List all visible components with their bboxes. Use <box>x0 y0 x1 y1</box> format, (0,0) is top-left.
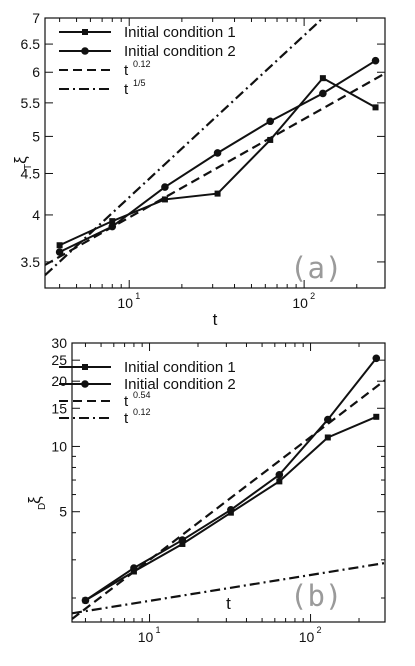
legend-label: t <box>124 410 129 427</box>
data-point-circle <box>213 149 222 157</box>
y-tick-label: 10 <box>51 438 67 454</box>
legend-label-exponent: 1/5 <box>133 78 146 88</box>
data-point-circle <box>319 89 327 98</box>
x-tick-label-exponent: 1 <box>135 291 140 301</box>
x-axis-label: t <box>226 594 231 613</box>
data-point-circle <box>372 354 381 363</box>
data-point-square <box>372 104 379 111</box>
data-point-square <box>324 434 331 441</box>
data-point-circle <box>81 596 90 605</box>
y-axis-label-subscript: D <box>37 503 48 510</box>
data-point-circle <box>227 506 235 514</box>
legend-marker-square <box>82 29 88 35</box>
y-tick-label: 6.5 <box>21 36 41 52</box>
data-point-circle <box>130 564 138 572</box>
y-tick-label: 7 <box>32 10 40 26</box>
legend-label: Initial condition 1 <box>124 24 236 41</box>
legend-marker-circle <box>81 380 89 388</box>
series-line-3 <box>45 72 385 266</box>
data-point-square <box>179 540 186 547</box>
x-tick-label-exponent: 2 <box>317 625 322 635</box>
x-tick-label: 10 <box>117 295 133 311</box>
data-point-circle <box>266 117 275 126</box>
data-point-square <box>109 218 116 225</box>
x-tick-label: 10 <box>138 629 154 645</box>
plot-area <box>45 18 385 277</box>
x-axis-label: t <box>213 310 218 329</box>
plot-frame <box>44 17 386 289</box>
legend-marker-circle <box>81 47 89 55</box>
data-point-circle <box>161 183 169 191</box>
x-tick-label: 10 <box>292 295 308 311</box>
y-tick-label: 5 <box>32 128 40 144</box>
y-tick-label: 5.5 <box>21 95 41 111</box>
legend-label: Initial condition 2 <box>124 43 236 60</box>
legend-label-exponent: 0.54 <box>133 390 151 400</box>
legend-label: Initial condition 2 <box>124 376 236 393</box>
x-tick-label: 10 <box>299 629 315 645</box>
legend-label: Initial condition 1 <box>124 359 236 376</box>
legend-label-exponent: 0.12 <box>133 407 151 417</box>
y-tick-label: 30 <box>51 335 67 351</box>
data-point-square <box>373 413 380 420</box>
panel-label: (a) <box>290 251 342 285</box>
y-tick-label: 4.5 <box>21 165 41 181</box>
data-point-square <box>267 136 274 143</box>
legend-label: t <box>124 393 129 410</box>
series-line-3 <box>72 379 385 620</box>
panel-label: (b) <box>290 579 342 613</box>
data-point-square <box>161 196 168 203</box>
data-point-square <box>276 478 283 485</box>
y-tick-label: 4 <box>32 207 40 223</box>
y-axis-label-subscript: T <box>23 164 34 170</box>
y-axis-label: ξ <box>25 496 44 504</box>
x-tick-label-exponent: 2 <box>310 291 315 301</box>
data-point-square <box>56 242 63 249</box>
y-tick-label: 3.5 <box>21 254 41 270</box>
data-point-square <box>319 75 326 82</box>
data-point-circle <box>178 536 187 544</box>
plot-frame <box>71 342 386 623</box>
series-line-4 <box>45 18 324 277</box>
y-axis-label: ξ <box>11 156 30 164</box>
data-point-circle <box>371 56 380 65</box>
legend-marker-square <box>82 364 88 370</box>
y-tick-label: 5 <box>59 504 67 520</box>
y-tick-label: 25 <box>51 352 67 368</box>
legend-label: t <box>124 81 129 98</box>
data-point-circle <box>275 471 284 479</box>
y-tick-label: 6 <box>32 64 40 80</box>
y-tick-label: 15 <box>51 400 67 416</box>
data-point-square <box>214 190 221 197</box>
legend-label: t <box>124 62 129 79</box>
data-point-circle <box>55 248 64 256</box>
y-tick-label: 20 <box>51 373 67 389</box>
x-tick-label-exponent: 1 <box>156 625 161 635</box>
plot-area <box>72 354 385 620</box>
legend-label-exponent: 0.12 <box>133 59 151 69</box>
series-line-4 <box>72 561 385 615</box>
